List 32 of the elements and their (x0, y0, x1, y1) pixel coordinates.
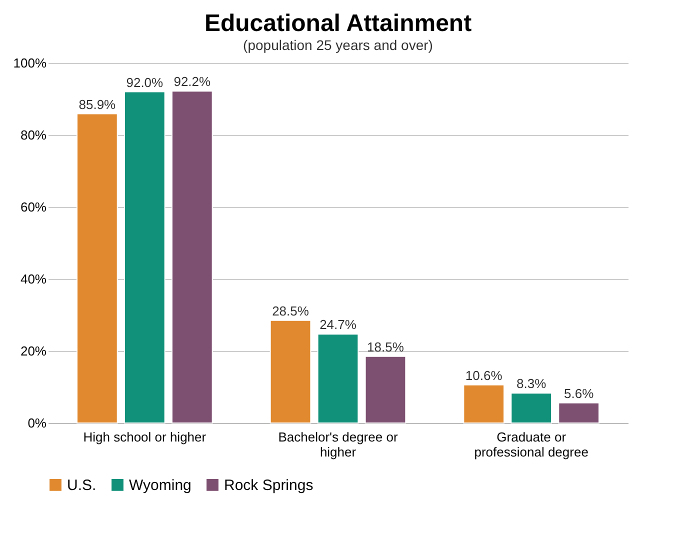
legend-label: U.S. (67, 476, 96, 494)
bar (364, 356, 406, 424)
x-tick-label: High school or higher (83, 430, 207, 444)
chart-subtitle: (population 25 years and over) (243, 37, 433, 53)
y-tick-label: 60% (20, 200, 47, 214)
chart-title: Educational Attainment (204, 10, 472, 37)
bar (558, 402, 600, 424)
data-label: 24.7% (320, 317, 357, 332)
data-label: 85.9% (78, 96, 116, 112)
bar (124, 91, 166, 424)
y-tick-label: 0% (28, 416, 47, 430)
bar (171, 90, 213, 424)
y-tick-label: 20% (20, 344, 47, 358)
y-tick-label: 100% (13, 56, 47, 70)
bar (317, 334, 359, 424)
data-label: 10.6% (465, 368, 503, 383)
data-label: 28.5% (272, 303, 310, 318)
data-label: 5.6% (564, 386, 594, 401)
x-tick-label: Bachelor's degree or higher (278, 430, 398, 460)
legend-label: Wyoming (129, 476, 192, 494)
bar (510, 392, 552, 424)
data-label: 92.0% (126, 74, 164, 90)
bar (76, 113, 118, 424)
data-label: 8.3% (516, 376, 547, 392)
bar (270, 320, 312, 424)
x-tick-label: Graduate or professional degree (474, 430, 588, 460)
data-label: 92.2% (174, 74, 212, 90)
y-tick-label: 80% (20, 128, 47, 142)
bar (463, 384, 505, 424)
data-label: 18.5% (367, 339, 404, 354)
y-tick-label: 40% (20, 272, 47, 286)
legend-label: Rock Springs (224, 476, 314, 494)
